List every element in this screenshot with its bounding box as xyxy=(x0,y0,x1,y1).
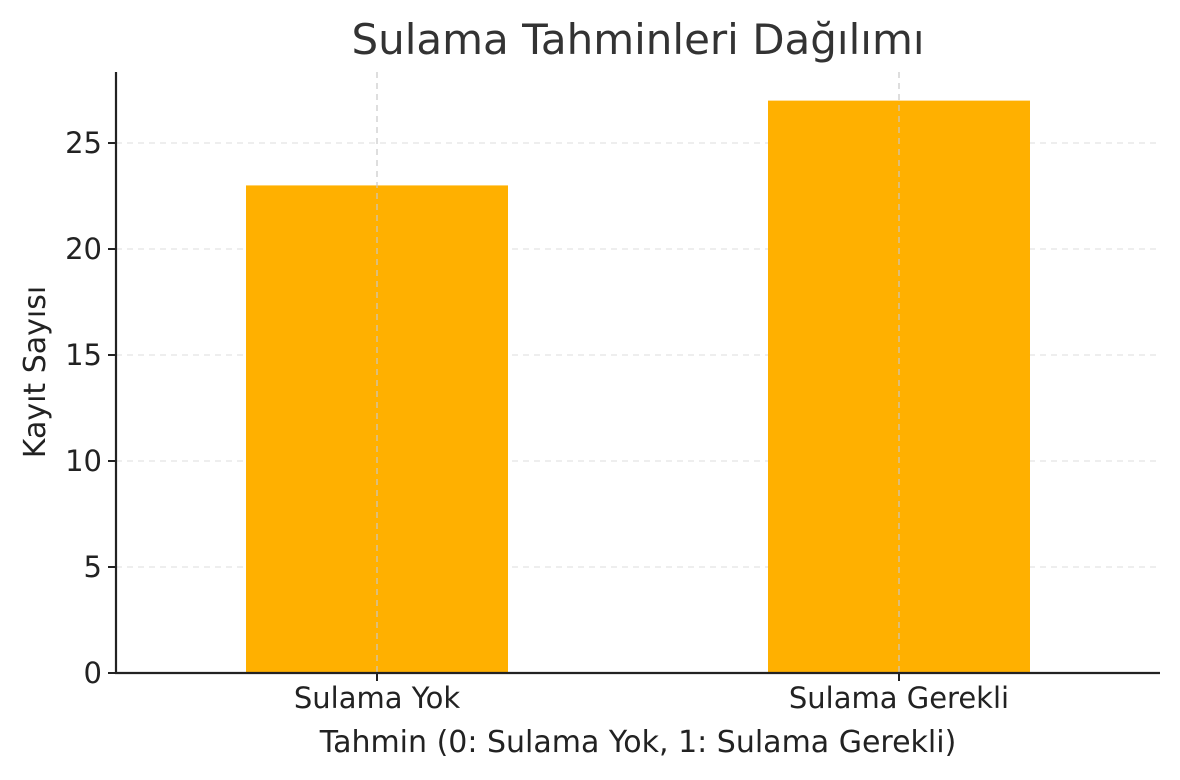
y-tick-label: 15 xyxy=(65,338,102,372)
bars-layer xyxy=(246,100,1030,674)
x-axis-label: Tahmin (0: Sulama Yok, 1: Sulama Gerekli… xyxy=(319,725,957,760)
y-tick-label: 10 xyxy=(65,444,102,478)
y-tick-label: 5 xyxy=(84,550,102,584)
ticks-layer: 0 5 10 15 20 25 Sulama Yok Sulama Gerekli xyxy=(65,126,1009,715)
vertical-grid-layer xyxy=(376,72,900,673)
y-tick-label: 20 xyxy=(65,232,102,266)
y-tick-label: 0 xyxy=(84,656,102,690)
chart-title: Sulama Tahminleri Dağılımı xyxy=(351,15,924,64)
y-tick-label: 25 xyxy=(65,126,102,160)
axes-layer xyxy=(114,72,1160,675)
x-tick-label: Sulama Yok xyxy=(294,681,460,715)
y-axis-label: Kayıt Sayısı xyxy=(18,286,53,458)
x-tick-label: Sulama Gerekli xyxy=(789,681,1009,715)
